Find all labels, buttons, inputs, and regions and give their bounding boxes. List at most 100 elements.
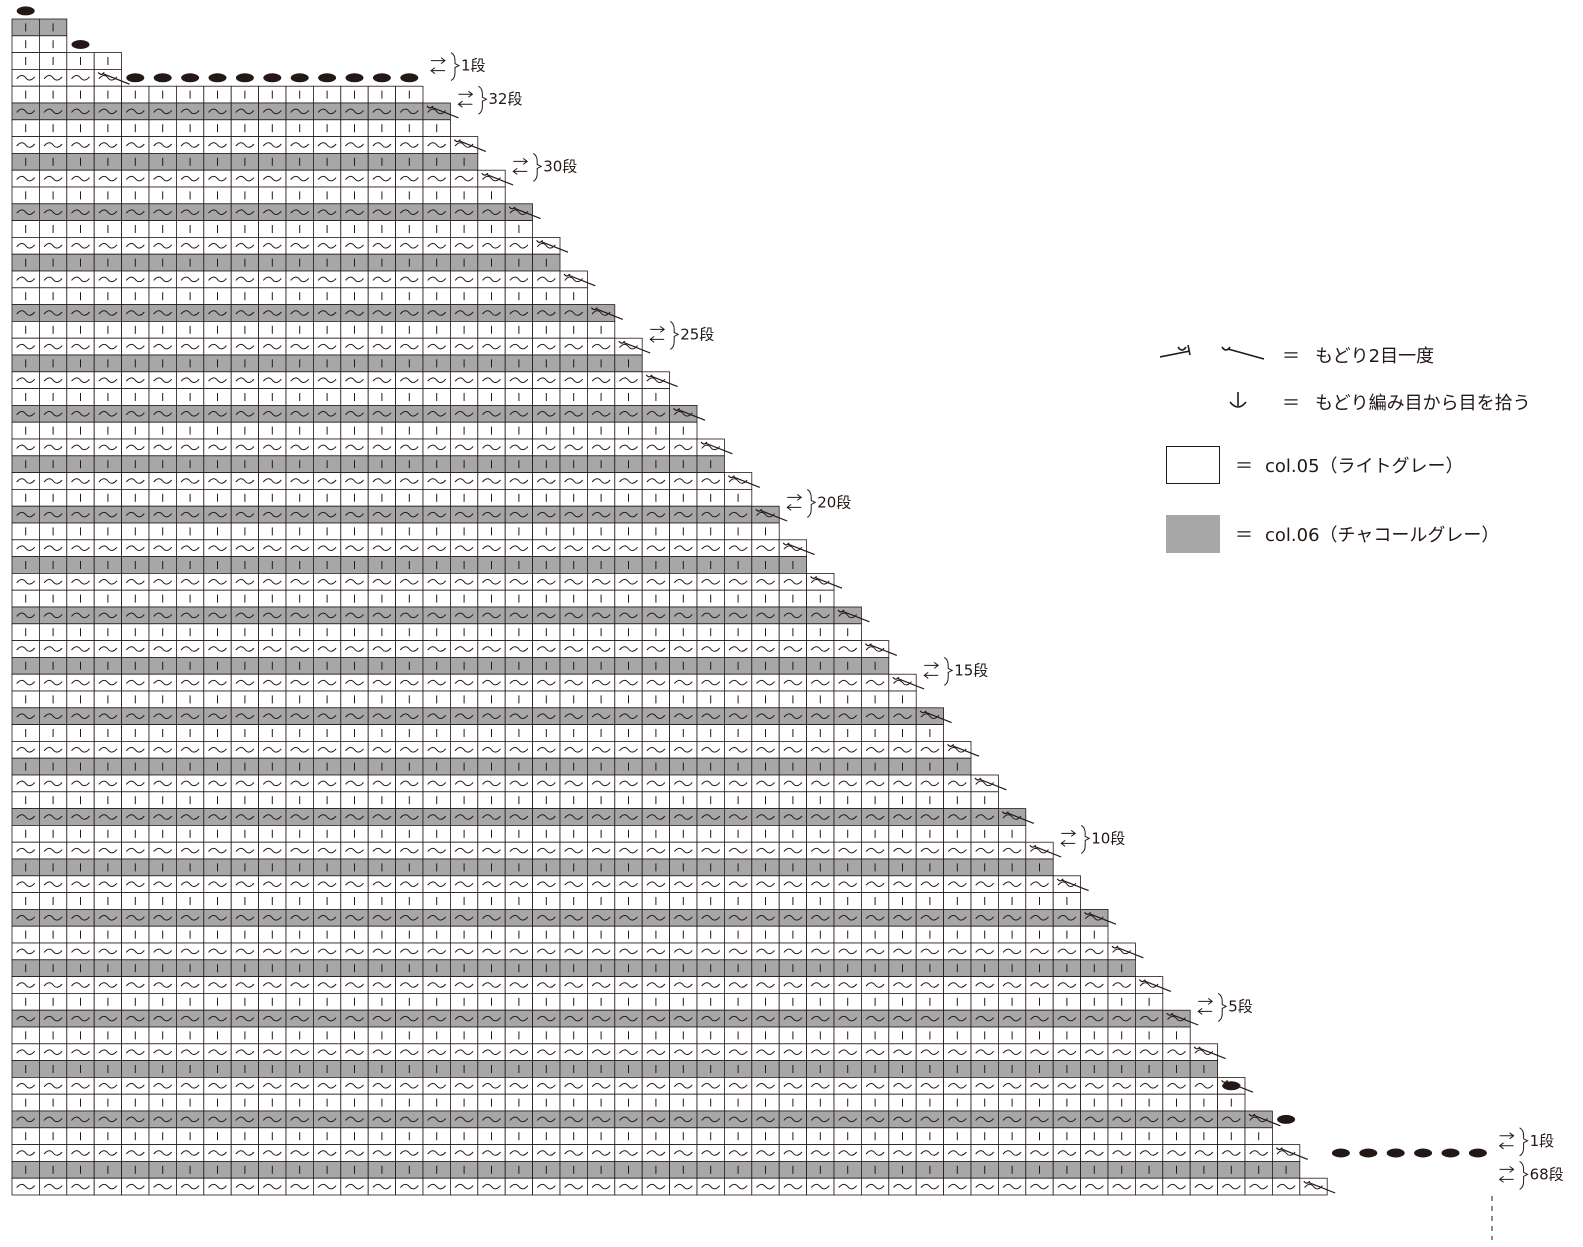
return-stitch-mark <box>43 847 63 854</box>
return-stitch-mark <box>399 545 419 551</box>
return-stitch-mark <box>564 1150 584 1156</box>
return-stitch-mark <box>43 142 63 148</box>
return-stitch-mark <box>454 478 474 484</box>
return-stitch-mark <box>153 1083 173 1089</box>
return-stitch-mark <box>427 1083 447 1089</box>
return-stitch-mark <box>646 1183 666 1190</box>
return-stitch-mark <box>454 545 474 551</box>
return-stitch-mark <box>153 713 173 719</box>
return-stitch-mark <box>1057 1015 1077 1022</box>
return-stitch-mark <box>153 444 173 451</box>
return-stitch-mark <box>16 75 36 81</box>
return-stitch-mark <box>783 881 803 887</box>
return-stitch-mark <box>235 713 255 719</box>
return-stitch-mark <box>345 679 364 686</box>
return-stitch-mark <box>208 276 227 283</box>
return-stitch-mark <box>509 881 529 887</box>
return-stitch-mark <box>262 579 282 585</box>
return-stitch-mark <box>317 310 337 316</box>
return-stitch-mark <box>1084 1015 1104 1022</box>
return-stitch-mark <box>98 377 118 383</box>
return-stitch-mark <box>16 276 36 283</box>
return-stitch-mark <box>16 343 36 350</box>
return-stitch-mark <box>865 982 885 988</box>
return-stitch-mark <box>893 982 912 988</box>
return-stitch-mark <box>728 881 748 887</box>
return-stitch-mark <box>783 847 803 854</box>
return-stitch-mark <box>810 814 830 820</box>
return-stitch-mark <box>290 915 310 921</box>
return-stitch-mark <box>16 1150 36 1156</box>
return-stitch-mark <box>71 75 90 81</box>
return-stitch-mark <box>920 915 940 921</box>
return-stitch-mark <box>701 679 721 686</box>
return-stitch-mark <box>372 847 392 854</box>
return-stitch-mark <box>125 646 145 652</box>
return-stitch-mark <box>290 847 310 854</box>
return-stitch-mark <box>482 444 501 451</box>
return-stitch-mark <box>509 679 529 686</box>
return-stitch-mark <box>153 175 173 182</box>
return-stitch-mark <box>1002 847 1022 854</box>
decrease-mark <box>810 576 843 589</box>
return-stitch-mark <box>1002 948 1022 955</box>
return-stitch-mark <box>509 1183 529 1190</box>
return-stitch-mark <box>1002 814 1022 820</box>
return-stitch-mark <box>16 545 36 551</box>
return-stitch-mark <box>208 545 227 551</box>
return-stitch-mark <box>317 1049 337 1055</box>
return-stitch-mark <box>728 982 748 988</box>
return-stitch-mark <box>591 1015 611 1022</box>
return-stitch-mark <box>427 444 447 451</box>
decrease-mark <box>673 408 706 421</box>
return-stitch-mark <box>125 814 145 820</box>
return-stitch-mark <box>208 243 227 249</box>
return-stitch-mark <box>43 915 63 921</box>
return-stitch-mark <box>153 1116 173 1123</box>
return-stitch-mark <box>482 545 501 551</box>
return-stitch-mark <box>345 1183 364 1190</box>
return-stitch-mark <box>619 948 638 955</box>
return-stitch-mark <box>564 579 584 585</box>
return-stitch-mark <box>591 948 611 955</box>
return-stitch-mark <box>317 511 337 518</box>
decrease-mark <box>508 206 541 220</box>
return-stitch-mark <box>756 646 775 652</box>
return-stitch-mark <box>1139 1116 1159 1123</box>
return-stitch-mark <box>1002 881 1022 887</box>
decrease-mark <box>536 240 569 253</box>
return-stitch-mark <box>43 276 63 283</box>
return-stitch-mark <box>865 948 885 955</box>
return-stitch-mark <box>427 1150 447 1156</box>
return-stitch-mark <box>71 1183 90 1190</box>
return-stitch-mark <box>783 646 803 652</box>
return-stitch-mark <box>16 847 36 854</box>
return-stitch-mark <box>427 310 447 316</box>
return-stitch-mark <box>701 545 721 551</box>
return-stitch-mark <box>619 343 638 350</box>
return-stitch-mark <box>947 747 967 753</box>
return-stitch-mark <box>235 747 255 753</box>
return-stitch-mark <box>317 108 337 115</box>
return-stitch-mark <box>1002 1049 1022 1055</box>
return-stitch-mark <box>728 545 748 551</box>
return-stitch-mark <box>290 747 310 753</box>
return-stitch-mark <box>564 679 584 686</box>
return-stitch-mark <box>975 1116 995 1123</box>
return-stitch-mark <box>98 1015 118 1022</box>
return-stitch-mark <box>98 478 118 484</box>
return-stitch-mark <box>646 1049 666 1055</box>
return-stitch-mark <box>125 175 145 182</box>
return-stitch-mark <box>947 982 967 988</box>
return-stitch-mark <box>71 679 90 686</box>
return-stitch-mark <box>619 612 638 619</box>
return-stitch-mark <box>71 511 90 518</box>
return-stitch-mark <box>838 1116 858 1123</box>
return-stitch-mark <box>1112 1015 1132 1022</box>
return-stitch-mark <box>290 243 310 249</box>
return-stitch-mark <box>262 780 282 787</box>
return-stitch-mark <box>208 1083 227 1089</box>
return-stitch-mark <box>208 780 227 787</box>
return-stitch-mark <box>71 982 90 988</box>
return-stitch-mark <box>619 915 638 921</box>
